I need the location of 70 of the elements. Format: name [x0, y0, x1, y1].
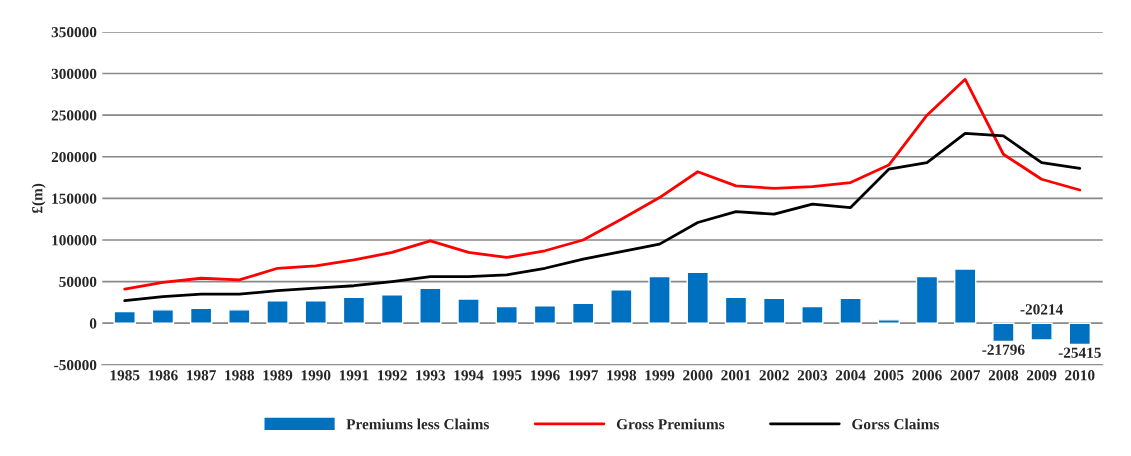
data-label: -21796: [982, 344, 1025, 355]
data-label: -20214: [1020, 304, 1063, 315]
legend-label: Gross Premiums: [616, 418, 725, 430]
x-tick-label: 1986: [148, 370, 178, 381]
bar: [419, 287, 442, 324]
x-tick-label: 1998: [607, 370, 637, 381]
bar: [151, 309, 175, 324]
x-tick-label: 2006: [912, 370, 942, 381]
x-tick-label: 1994: [454, 370, 484, 381]
bar: [686, 271, 709, 324]
bar: [992, 322, 1015, 343]
data-label: -25415: [1058, 347, 1101, 358]
x-tick-label: 1990: [301, 370, 331, 381]
bar: [648, 275, 671, 324]
y-tick-label: -50000: [54, 359, 97, 371]
bar: [189, 307, 213, 324]
bar: [724, 296, 748, 324]
x-tick-label: 2005: [874, 370, 904, 381]
x-tick-label: 1985: [110, 370, 140, 381]
x-tick-label: 2002: [759, 370, 789, 381]
legend-label: Premiums less Claims: [346, 418, 489, 430]
x-tick-label: 1988: [225, 370, 255, 381]
bar: [839, 297, 862, 324]
bar: [1030, 322, 1053, 341]
bar: [953, 268, 977, 324]
bar: [533, 305, 557, 324]
line-series: [123, 132, 1082, 303]
y-tick-label: 0: [89, 318, 97, 329]
bar: [610, 289, 633, 324]
y-tick-label: 50000: [59, 276, 97, 288]
x-tick-label: 2007: [950, 370, 981, 381]
x-tick-label: 1989: [263, 370, 293, 381]
x-tick-label: 2003: [797, 370, 828, 381]
legend-label: Gorss Claims: [852, 418, 939, 430]
x-tick-label: 2004: [835, 370, 866, 381]
x-tick-label: 1997: [569, 370, 599, 381]
x-tick-label: 1992: [378, 370, 407, 381]
bar: [1068, 322, 1092, 346]
y-tick-label: 350000: [51, 27, 97, 38]
y-tick-label: 100000: [52, 235, 97, 246]
bar: [342, 296, 366, 324]
y-tick-label: 300000: [51, 68, 97, 79]
y-tick-label: 250000: [51, 110, 97, 121]
x-tick-label: 1993: [416, 370, 446, 381]
bar: [457, 298, 480, 324]
bar: [762, 297, 786, 324]
x-tick-label: 1996: [530, 370, 560, 381]
x-tick-label: 2001: [721, 370, 751, 381]
x-tick-label: 2010: [1065, 370, 1095, 381]
bar: [801, 305, 824, 324]
bar: [877, 319, 900, 324]
y-tick-label: 200000: [51, 151, 97, 163]
x-tick-label: 2009: [1026, 370, 1057, 381]
x-tick-label: 1999: [645, 370, 675, 381]
bar: [380, 294, 404, 324]
bar: [304, 300, 327, 324]
bar: [266, 300, 289, 324]
bar: [228, 309, 251, 324]
x-tick-label: 2008: [988, 370, 1019, 381]
y-tick-label: 150000: [52, 193, 97, 204]
x-tick-label: 1987: [187, 370, 217, 381]
y-axis-title: £(m): [31, 183, 46, 214]
x-tick-label: 1995: [492, 370, 522, 381]
x-tick-label: 1991: [339, 370, 369, 381]
line-series: [123, 77, 1082, 291]
bar: [571, 302, 595, 324]
bar: [113, 310, 136, 324]
bar: [495, 305, 518, 324]
x-tick-label: 2000: [683, 370, 713, 381]
bar: [915, 275, 939, 324]
